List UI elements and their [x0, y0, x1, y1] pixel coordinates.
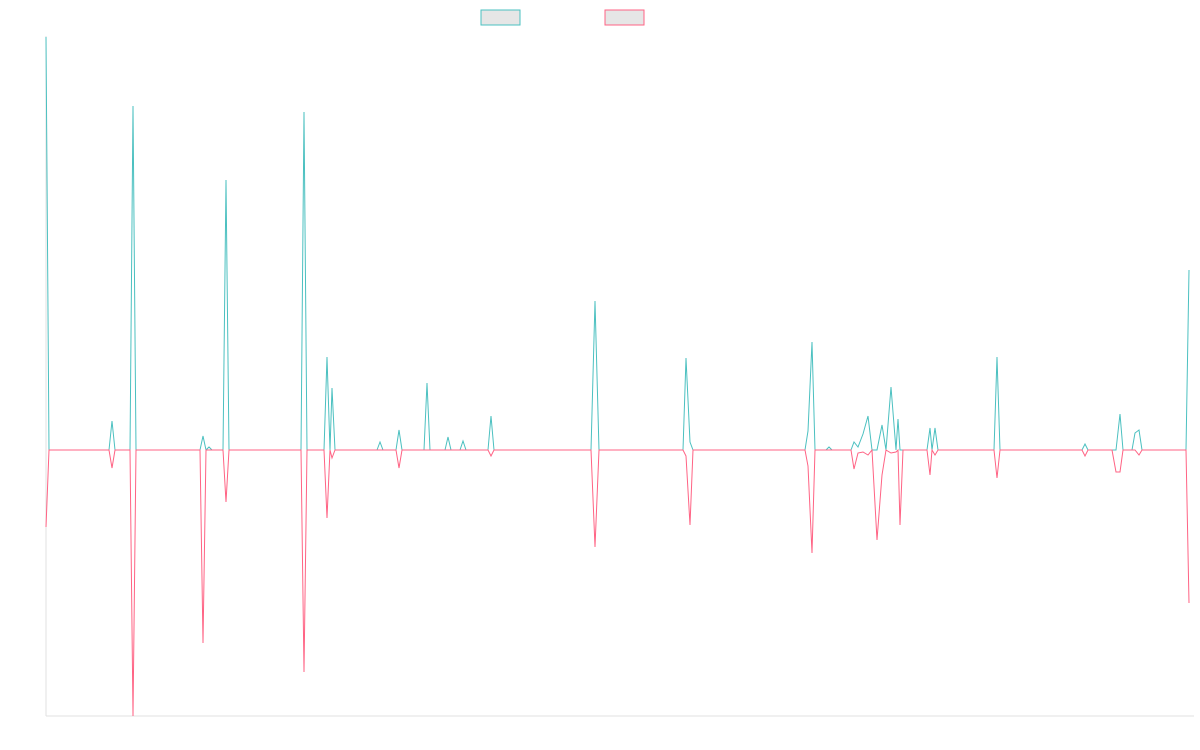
series-line: [45, 448, 1190, 717]
legend-swatch[interactable]: [480, 9, 521, 26]
legend-swatch[interactable]: [604, 9, 645, 26]
series-line: [45, 36, 1190, 452]
